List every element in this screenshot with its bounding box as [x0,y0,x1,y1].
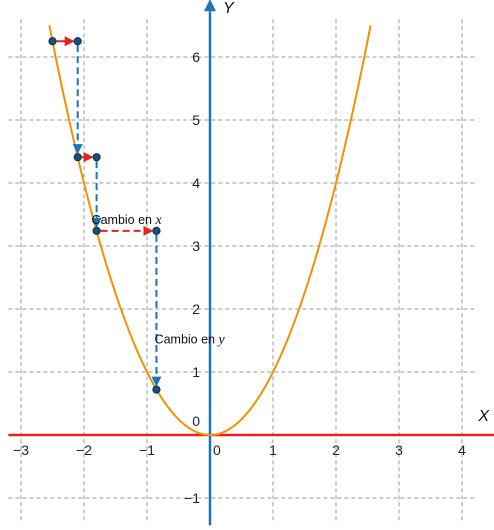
x-tick-label: −1 [139,442,155,458]
x-tick-label: 0 [213,442,221,458]
step-arrows [56,36,162,387]
x-tick-label: 2 [332,442,340,458]
data-point [152,226,161,235]
data-points [48,37,161,394]
y-tick-label: 1 [192,364,200,380]
labels: −3 −2 −1 0 1 2 3 4 −1 1 2 3 4 5 6 0 X Y Cambio en x Cambio … [13,0,490,506]
x-tick-label: 3 [395,442,403,458]
data-point [73,153,82,162]
x-tick-label: 1 [269,442,277,458]
y-tick-label: 2 [192,301,200,317]
y-axis-title: Y [223,0,235,17]
y-tick-label: 5 [192,112,200,128]
axes [8,0,494,526]
y-axis-arrowhead [204,0,216,12]
parabola-curve [48,25,372,437]
annotation-label: Cambio en y [155,333,226,348]
parabola-curve-layer [48,25,372,437]
data-point [48,37,57,46]
y-tick-label: 6 [192,49,200,65]
y-tick-label: 4 [192,175,200,191]
data-point [73,37,82,46]
x-tick-label: −2 [76,442,92,458]
x-axis-title: X [477,408,490,425]
y-tick-label: −1 [184,490,200,506]
data-point [92,226,101,235]
data-point [152,385,161,394]
data-point [92,153,101,162]
grid [8,19,478,524]
origin-label: 0 [192,413,200,429]
x-tick-label: −3 [13,442,29,458]
annotation-label: Cambio en x [92,213,163,228]
y-tick-label: 3 [192,238,200,254]
x-tick-label: 4 [458,442,466,458]
